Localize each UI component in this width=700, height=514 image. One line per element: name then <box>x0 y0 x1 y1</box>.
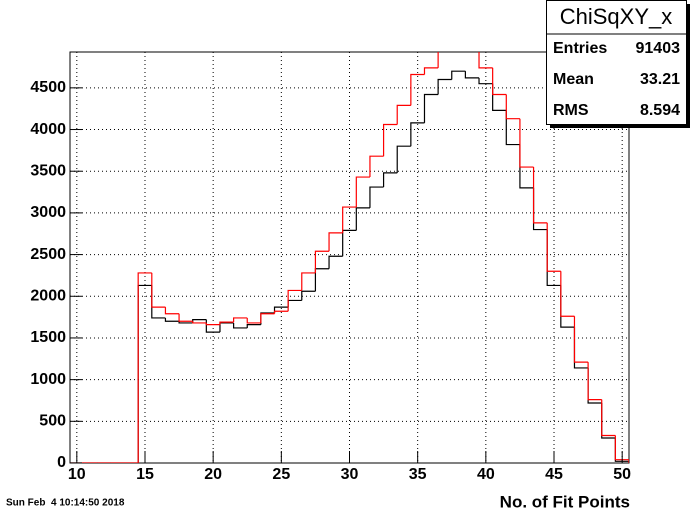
histogram-bin <box>328 255 343 269</box>
y-tick-label: 2500 <box>30 246 66 263</box>
stats-box <box>546 0 687 125</box>
histogram-bin <box>164 307 180 315</box>
histogram-bin <box>233 317 248 323</box>
histogram-bin <box>301 290 316 301</box>
stats-label: Entries <box>553 40 607 57</box>
histogram-bin <box>369 155 384 178</box>
histogram-bin <box>464 71 480 79</box>
histogram-bin <box>492 67 507 96</box>
histogram-bin <box>396 145 411 173</box>
histogram-bin <box>260 313 275 323</box>
x-tick-label: 40 <box>477 466 495 483</box>
y-tick-label: 4000 <box>30 121 66 138</box>
histogram-bin <box>382 123 398 157</box>
stats-value: 8.594 <box>640 102 680 119</box>
histogram-bin <box>164 317 180 322</box>
histogram-bin <box>532 167 548 224</box>
stats-label: Mean <box>553 71 594 88</box>
stats-rows: Entries 91403 Mean 33.21 RMS 8.594 <box>553 40 680 119</box>
histogram-bin <box>369 186 384 208</box>
x-tick-label: 35 <box>409 466 427 483</box>
histogram-bin <box>410 73 425 106</box>
histogram-bin <box>287 289 302 312</box>
histogram-bin <box>192 321 207 324</box>
histogram-bin <box>601 399 616 437</box>
axes: 0 500 1000 1500 2000 2500 3000 3500 4000 4500 10 15… <box>30 79 631 483</box>
histogram-bin <box>587 362 602 401</box>
x-tick-label: 30 <box>341 466 359 483</box>
x-tick-label: 15 <box>136 466 154 483</box>
x-tick-label: 45 <box>545 466 563 483</box>
histogram-bin <box>546 222 561 272</box>
histogram-bin <box>478 77 493 85</box>
histogram-bin <box>151 272 166 308</box>
histogram-bin <box>505 110 520 146</box>
histogram-bin <box>396 104 411 125</box>
histogram-bin <box>573 316 589 363</box>
y-tick-label: 0 <box>57 454 66 471</box>
histogram-bin <box>137 272 152 463</box>
histogram-bin <box>451 70 466 80</box>
histogram-bin <box>205 322 220 326</box>
histogram-bin <box>342 206 357 233</box>
histogram-bin <box>355 207 370 231</box>
y-tick-label: 4500 <box>30 79 66 96</box>
histogram-bin <box>423 67 439 75</box>
x-tick-label: 25 <box>272 466 290 483</box>
histogram-bin <box>178 313 193 322</box>
x-axis-label: No. of Fit Points <box>500 492 630 511</box>
histograms <box>70 38 629 463</box>
y-tick-label: 1500 <box>30 329 66 346</box>
y-tick-label: 3500 <box>30 162 66 179</box>
histogram-bin <box>505 94 520 120</box>
histogram-bin <box>273 310 289 314</box>
histogram-bin <box>519 118 534 168</box>
stats-value: 33.21 <box>640 71 680 88</box>
histogram-bin <box>560 271 575 317</box>
plot-frame <box>69 51 630 464</box>
stats-title: ChiSqXY_x <box>560 4 673 29</box>
histogram-bin <box>423 93 439 123</box>
histogram-bin <box>452 38 466 46</box>
stats-label: RMS <box>553 102 589 119</box>
x-tick-label: 50 <box>613 466 631 483</box>
histogram-bin <box>437 52 439 68</box>
histogram-bin <box>314 250 330 273</box>
histogram-bin <box>437 78 452 95</box>
histogram-bin <box>382 172 398 188</box>
y-tick-label: 500 <box>39 413 66 430</box>
histogram-bin <box>246 324 261 328</box>
histogram-bin <box>465 38 479 46</box>
histogram-bin <box>478 52 493 69</box>
histogram-bin <box>410 122 425 147</box>
y-tick-label: 1000 <box>30 371 66 388</box>
y-tick-label: 2000 <box>30 287 66 304</box>
stats-value: 91403 <box>636 40 681 57</box>
x-tick-label: 10 <box>68 466 86 483</box>
timestamp: Sun Feb 4 10:14:50 2018 <box>6 498 125 509</box>
histogram-bin <box>219 321 234 325</box>
histogram-bin <box>233 322 248 329</box>
y-tick-label: 3000 <box>30 204 66 221</box>
histogram-bin <box>246 317 261 324</box>
x-tick-label: 20 <box>204 466 222 483</box>
histogram-bin <box>328 232 343 252</box>
histogram-bin <box>301 272 316 291</box>
histogram-bin <box>355 176 370 208</box>
